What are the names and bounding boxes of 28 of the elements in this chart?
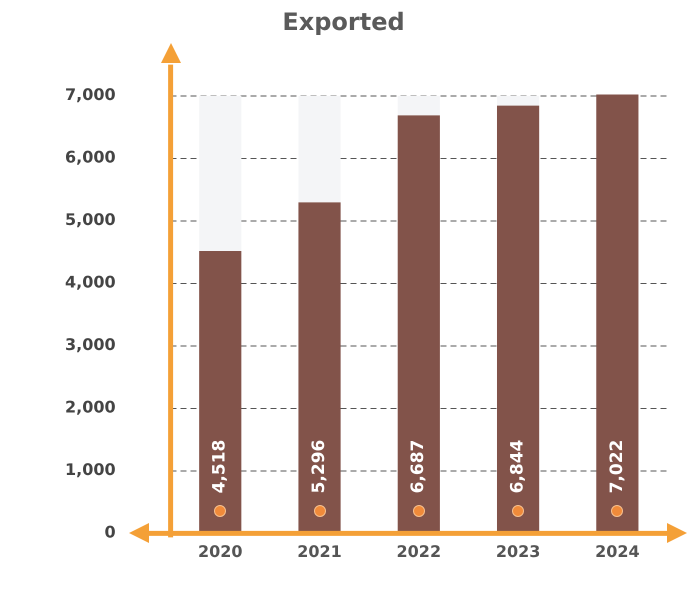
x-tick-label: 2021: [297, 542, 342, 562]
y-tick-label: 0: [104, 522, 116, 542]
y-tick-label: 7,000: [65, 85, 116, 104]
bar: [398, 96, 440, 116]
x-tick-label: 2023: [496, 542, 540, 562]
bar: [298, 202, 341, 533]
data-label: 5,296: [308, 440, 329, 494]
x-tick-label: 2024: [595, 542, 640, 562]
y-tick-label: 3,000: [65, 335, 116, 354]
y-tick-label: 2,000: [65, 398, 116, 417]
y-tick-label: 5,000: [65, 210, 116, 230]
bar: [398, 115, 440, 533]
bar: [199, 96, 242, 251]
y-tick-label: 6,000: [65, 148, 116, 167]
bar: [496, 106, 540, 533]
bar: [496, 96, 540, 106]
y-tick-label: 1,000: [65, 460, 116, 480]
bar: [298, 96, 341, 202]
chart-title: Exported: [281, 8, 406, 36]
bar: [199, 250, 242, 533]
y-tick-label: 4,000: [65, 272, 116, 292]
data-label: 6,844: [508, 439, 528, 494]
data-label: 7,022: [606, 440, 627, 494]
data-label: 6,687: [408, 440, 428, 494]
x-tick-label: 2022: [396, 542, 442, 562]
bar: [596, 94, 638, 533]
x-tick-label: 2020: [198, 542, 243, 562]
data-label: 4,518: [210, 440, 230, 494]
